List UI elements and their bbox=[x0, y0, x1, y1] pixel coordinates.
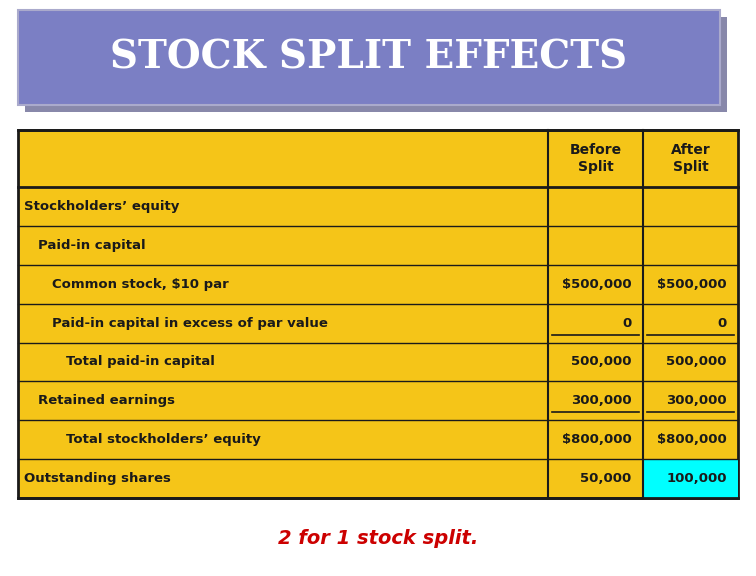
Text: $800,000: $800,000 bbox=[657, 433, 727, 446]
Text: 2 for 1 stock split.: 2 for 1 stock split. bbox=[278, 529, 478, 548]
Text: Stockholders’ equity: Stockholders’ equity bbox=[24, 200, 179, 213]
Text: Total stockholders’ equity: Total stockholders’ equity bbox=[66, 433, 261, 446]
Text: 0: 0 bbox=[717, 317, 727, 329]
Text: 300,000: 300,000 bbox=[666, 395, 727, 407]
Text: Common stock, $10 par: Common stock, $10 par bbox=[52, 278, 229, 291]
Text: 500,000: 500,000 bbox=[666, 355, 727, 369]
Text: Outstanding shares: Outstanding shares bbox=[24, 472, 171, 485]
Text: 500,000: 500,000 bbox=[571, 355, 631, 369]
Text: Total paid-in capital: Total paid-in capital bbox=[66, 355, 215, 369]
Bar bbox=[18, 130, 738, 498]
Bar bbox=[25, 17, 727, 112]
Text: 0: 0 bbox=[622, 317, 631, 329]
Text: STOCK SPLIT EFFECTS: STOCK SPLIT EFFECTS bbox=[110, 39, 627, 77]
Text: Retained earnings: Retained earnings bbox=[38, 395, 175, 407]
Text: $500,000: $500,000 bbox=[562, 278, 631, 291]
Text: $500,000: $500,000 bbox=[657, 278, 727, 291]
Text: Before
Split: Before Split bbox=[569, 143, 621, 173]
Text: 100,000: 100,000 bbox=[666, 472, 727, 485]
Bar bbox=[18, 10, 720, 105]
Text: $800,000: $800,000 bbox=[562, 433, 631, 446]
Text: 50,000: 50,000 bbox=[581, 472, 631, 485]
Bar bbox=[643, 459, 738, 498]
Text: Paid-in capital: Paid-in capital bbox=[38, 239, 146, 252]
Text: 300,000: 300,000 bbox=[571, 395, 631, 407]
Text: Paid-in capital in excess of par value: Paid-in capital in excess of par value bbox=[52, 317, 328, 329]
Text: After
Split: After Split bbox=[671, 143, 711, 173]
